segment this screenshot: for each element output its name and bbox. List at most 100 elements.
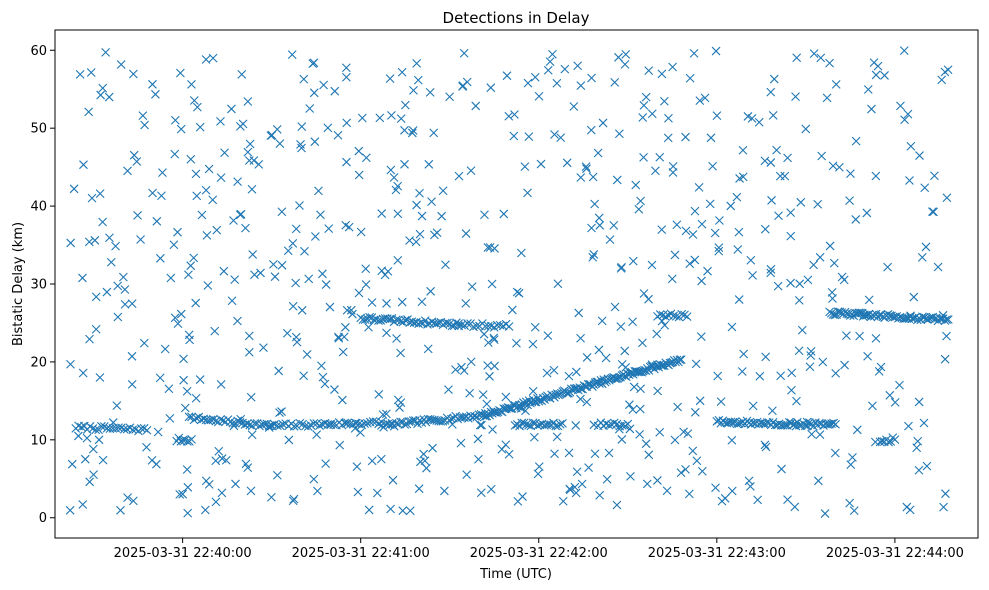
detection-point (242, 419, 252, 429)
detection-point (246, 486, 256, 496)
detection-point (393, 209, 403, 219)
detection-point (920, 183, 930, 193)
detection-point (305, 104, 315, 113)
detection-point (241, 223, 250, 233)
detection-point (105, 233, 114, 243)
detection-point (921, 314, 931, 324)
detection-point (706, 133, 716, 143)
detection-point (300, 246, 309, 256)
y-axis: 0 10 20 30 40 50 60 (30, 44, 55, 526)
detection-point (78, 273, 87, 283)
detection-point (270, 272, 280, 282)
detection-point (357, 113, 367, 123)
detection-point (598, 118, 608, 128)
detection-point (829, 418, 838, 428)
detection-point (472, 321, 481, 331)
detection-point (883, 262, 893, 272)
detection-point (119, 424, 129, 434)
detection-point (714, 243, 724, 252)
detection-point (703, 266, 712, 276)
detection-point (768, 406, 777, 416)
detection-point (208, 53, 218, 63)
detection-point (315, 421, 324, 430)
detection-point (801, 124, 811, 134)
detection-point (670, 435, 680, 445)
detection-point (269, 259, 278, 269)
detection-point (571, 421, 581, 430)
detection-point (647, 260, 657, 270)
detection-point (625, 400, 634, 410)
detection-point (192, 191, 202, 201)
detection-point (761, 442, 771, 452)
detection-point (85, 477, 95, 487)
detection-point (864, 295, 874, 305)
detection-point (478, 390, 488, 399)
detection-point (899, 46, 909, 56)
detection-point (123, 166, 132, 176)
detection-point (447, 419, 457, 429)
detection-point (221, 455, 231, 465)
detection-point (266, 131, 276, 141)
detection-point (848, 452, 857, 462)
detection-point (817, 151, 827, 161)
detection-point (310, 137, 320, 147)
x-tick-label: 2025-03-31 22:43:00 (648, 546, 786, 561)
detection-point (732, 192, 742, 202)
detection-point (638, 113, 648, 122)
detection-point (869, 58, 879, 68)
detection-point (761, 352, 771, 362)
detection-point (672, 220, 682, 230)
detection-point (863, 351, 872, 361)
detection-point (787, 368, 797, 378)
detection-point (392, 334, 401, 343)
detection-point (792, 396, 801, 406)
detection-point (604, 420, 614, 430)
detection-point (386, 504, 395, 514)
detection-point (890, 435, 900, 445)
detection-point (288, 301, 298, 311)
detection-point (142, 442, 151, 452)
detection-point (377, 209, 387, 218)
detection-point (304, 274, 314, 284)
detection-point (355, 428, 365, 437)
detection-point (95, 373, 105, 382)
detection-point (264, 423, 274, 432)
y-tick-label: 20 (30, 355, 47, 370)
detection-point (938, 310, 948, 320)
detection-point (166, 273, 176, 283)
detection-point (903, 109, 913, 119)
detection-point (295, 201, 304, 210)
detection-point (237, 69, 247, 79)
detection-point (697, 276, 706, 286)
detection-point (833, 307, 843, 317)
detection-point (287, 50, 297, 60)
detection-point (780, 420, 790, 430)
detection-point (443, 318, 452, 328)
detection-point (662, 486, 672, 496)
detection-point (187, 434, 196, 444)
detection-point (760, 224, 770, 234)
detection-point (413, 75, 423, 85)
detection-point (692, 456, 702, 466)
detection-point (183, 508, 193, 518)
detection-point (909, 292, 919, 302)
detection-point (682, 312, 692, 322)
detection-point (544, 420, 554, 429)
y-tick-label: 50 (30, 122, 47, 137)
detection-point (313, 486, 322, 496)
detection-point (360, 419, 369, 428)
detection-point (681, 464, 690, 474)
detection-point (416, 318, 426, 328)
detection-point (264, 421, 274, 431)
detection-point (528, 339, 538, 349)
detection-point (906, 141, 916, 151)
detection-point (220, 148, 229, 158)
detection-point (386, 165, 396, 175)
detection-point (378, 410, 388, 420)
detection-point (486, 83, 496, 93)
detection-point (657, 361, 666, 371)
detection-point (211, 456, 221, 466)
detection-point (330, 385, 339, 394)
detection-point (335, 440, 345, 450)
detection-point (106, 257, 116, 267)
